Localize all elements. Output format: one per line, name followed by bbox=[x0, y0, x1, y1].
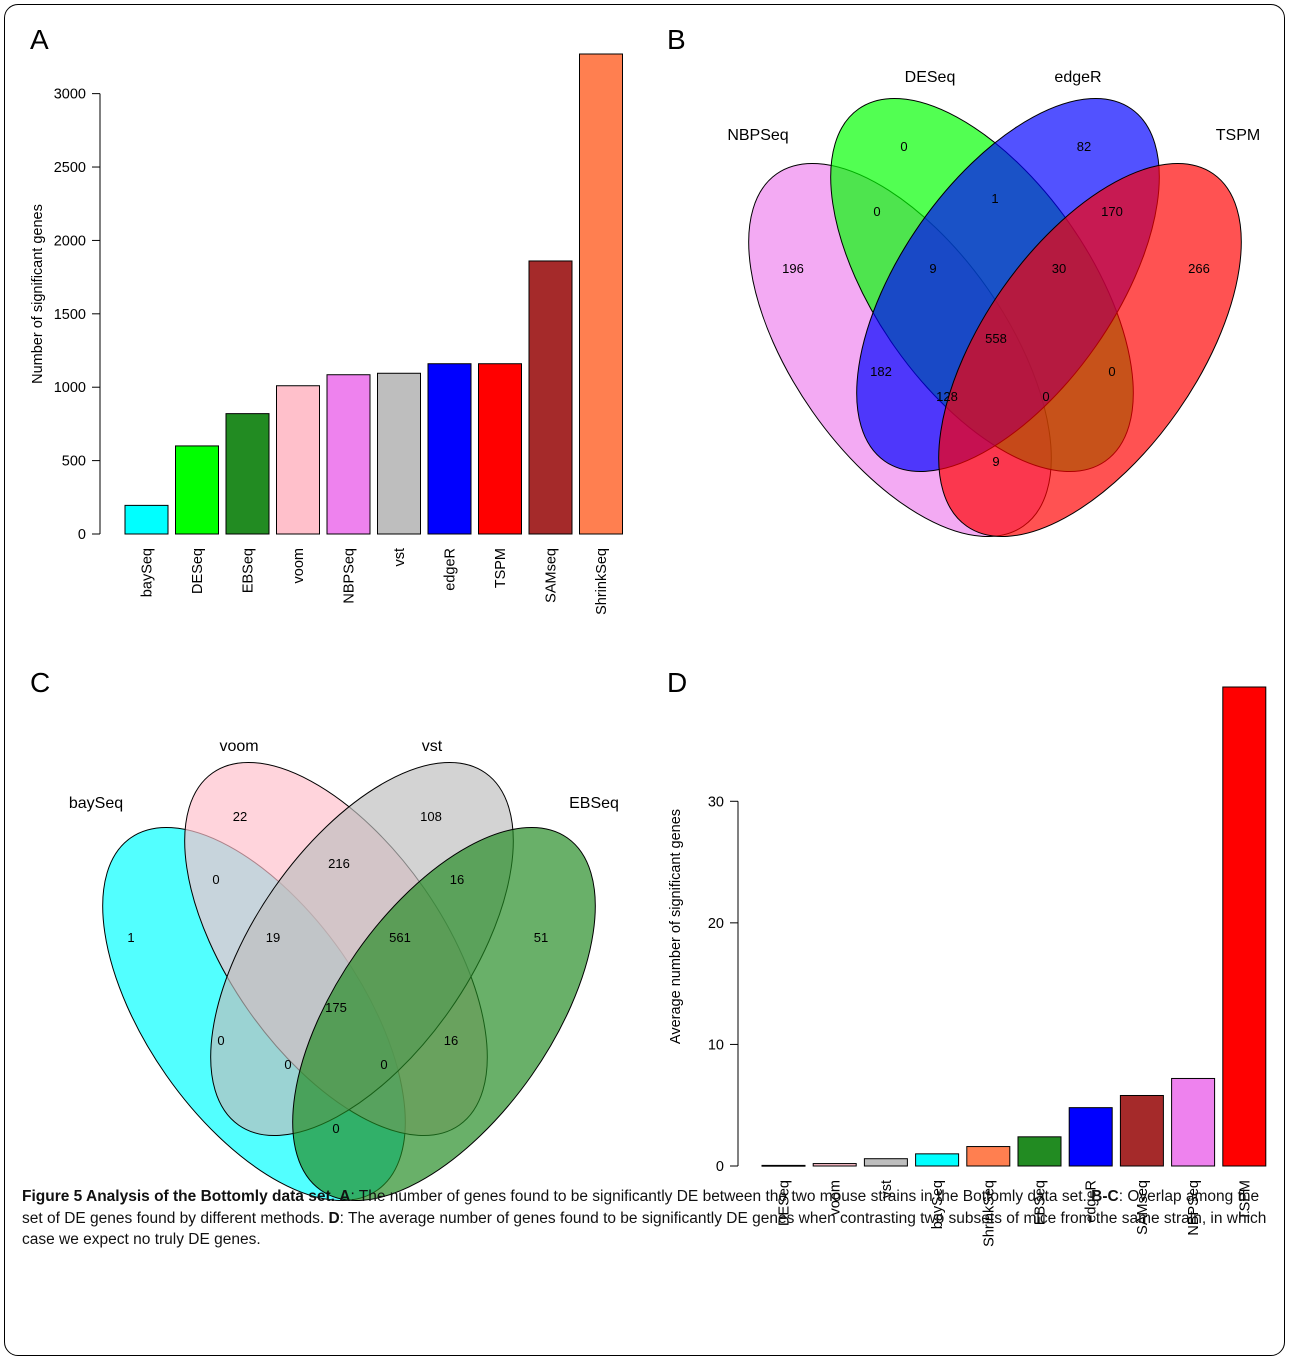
caption-label: Figure 5 Analysis of the Bottomly data s… bbox=[22, 1188, 335, 1205]
panel-a-letter: A bbox=[30, 24, 49, 55]
panel-d-letter: D bbox=[667, 667, 688, 698]
caption-a-key: A bbox=[339, 1188, 351, 1205]
panel-b-letter: B bbox=[667, 24, 686, 55]
figure-frame bbox=[4, 4, 1285, 1356]
caption-bc-text: : Overlap among the set of DE genes foun… bbox=[22, 1188, 1260, 1227]
caption-a-text: : The number of genes found to be signif… bbox=[350, 1188, 1092, 1205]
figure-caption: Figure 5 Analysis of the Bottomly data s… bbox=[22, 1186, 1272, 1251]
panel-c-letter: C bbox=[30, 667, 51, 698]
caption-d-text: : The average number of genes found to b… bbox=[22, 1209, 1267, 1249]
caption-bc-key: B-C bbox=[1091, 1188, 1119, 1205]
caption-d-key: D bbox=[328, 1209, 340, 1227]
